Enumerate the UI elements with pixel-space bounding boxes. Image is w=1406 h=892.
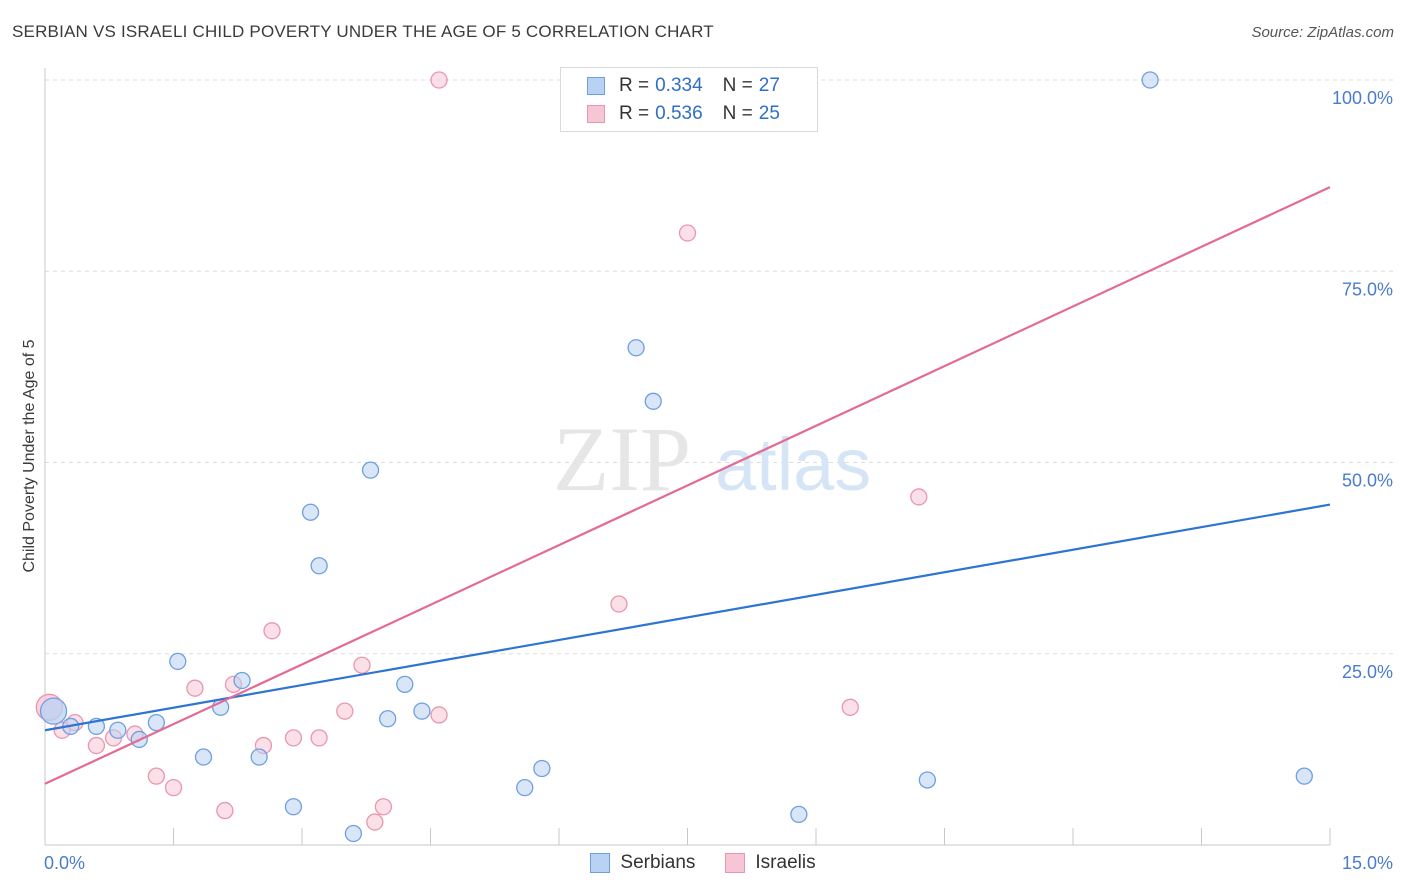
legend-item-israelis[interactable]: Israelis	[725, 852, 816, 874]
israelis-point	[263, 622, 281, 640]
legend-item-serbians[interactable]: Serbians	[590, 852, 695, 874]
israelis-trend-line	[44, 186, 1331, 785]
israelis-point	[147, 767, 166, 785]
serbians-legend-swatch	[590, 853, 611, 873]
serbians-point	[233, 671, 251, 690]
israelis-point	[366, 813, 384, 831]
israelis-point	[310, 729, 328, 747]
correlation-legend: R = 0.334 N = 27 R = 0.536 N = 25	[560, 67, 818, 132]
serbians-swatch	[587, 77, 605, 95]
serbians-point	[918, 771, 937, 789]
serbians-point	[413, 702, 431, 720]
serbians-point	[361, 461, 380, 479]
israelis-point	[336, 702, 354, 720]
y-tick-label: 75.0%	[1342, 279, 1393, 299]
israelis-point	[610, 595, 628, 613]
serbians-n-value: 27	[758, 75, 780, 96]
x-tick-labels: 0.0% 15.0%	[44, 853, 1393, 873]
serbians-point	[250, 748, 268, 766]
y-axis-label: Child Poverty Under the Age of 5	[21, 339, 38, 572]
serbians-point	[344, 824, 363, 843]
serbians-point	[194, 748, 213, 766]
israelis-point	[353, 656, 371, 674]
series-legend: Serbians Israelis	[0, 852, 1406, 874]
chart-title: SERBIAN VS ISRAELI CHILD POVERTY UNDER T…	[12, 22, 714, 41]
serbians-point	[301, 503, 320, 521]
serbians-trend-line	[44, 503, 1331, 732]
watermark-zip: ZIP	[553, 408, 691, 510]
israelis-point	[87, 736, 106, 755]
israelis-r-label: R =	[619, 103, 650, 124]
x-tick-label: 15.0%	[1342, 853, 1393, 873]
israelis-point	[910, 488, 928, 506]
serbians-legend-label: Serbians	[620, 852, 696, 873]
serbians-point	[109, 721, 127, 739]
gridlines	[45, 79, 1395, 655]
y-tick-label: 25.0%	[1342, 662, 1393, 682]
serbians-r-label: R =	[619, 75, 650, 96]
legend-row-israelis: R = 0.536 N = 25	[587, 101, 780, 127]
serbians-point	[644, 392, 662, 410]
israelis-point	[430, 706, 448, 724]
israelis-point	[284, 729, 303, 747]
serbians-point	[310, 557, 328, 575]
israelis-r-value: 0.536	[655, 103, 703, 124]
serbians-point	[284, 798, 303, 816]
israelis-swatch	[587, 105, 605, 123]
israelis-n-label: N =	[722, 103, 753, 124]
serbians-point	[1141, 71, 1159, 89]
trend-lines	[44, 186, 1331, 785]
israelis-point	[374, 798, 393, 816]
israelis-n-value: 25	[758, 103, 780, 124]
serbians-point	[627, 339, 645, 357]
serbians-point	[147, 713, 166, 732]
serbians-point	[396, 675, 414, 693]
serbians-r-value: 0.334	[655, 75, 703, 96]
israelis-point	[678, 224, 697, 242]
israelis-point	[216, 801, 234, 820]
israelis-point	[841, 698, 859, 716]
serbians-point	[1295, 767, 1313, 785]
israelis-point	[186, 679, 204, 697]
source-label: Source: ZipAtlas.com	[1251, 24, 1394, 41]
serbians-n-label: N =	[722, 75, 753, 96]
serbians-point	[533, 759, 551, 778]
legend-row-serbians: R = 0.334 N = 27	[587, 73, 780, 99]
serbians-point	[169, 652, 187, 671]
israelis-legend-label: Israelis	[755, 852, 816, 873]
y-tick-labels: 25.0% 50.0% 75.0% 100.0%	[1332, 88, 1393, 682]
y-tick-label: 100.0%	[1332, 88, 1393, 108]
serbians-point	[379, 710, 397, 728]
serbians-point	[516, 778, 534, 797]
x-tick-label: 0.0%	[44, 853, 85, 873]
y-tick-label: 50.0%	[1342, 471, 1393, 491]
israelis-point	[430, 71, 448, 89]
serbians-point	[39, 697, 68, 725]
israelis-legend-swatch	[725, 853, 746, 873]
israelis-point	[164, 778, 183, 797]
serbians-point	[790, 805, 808, 824]
